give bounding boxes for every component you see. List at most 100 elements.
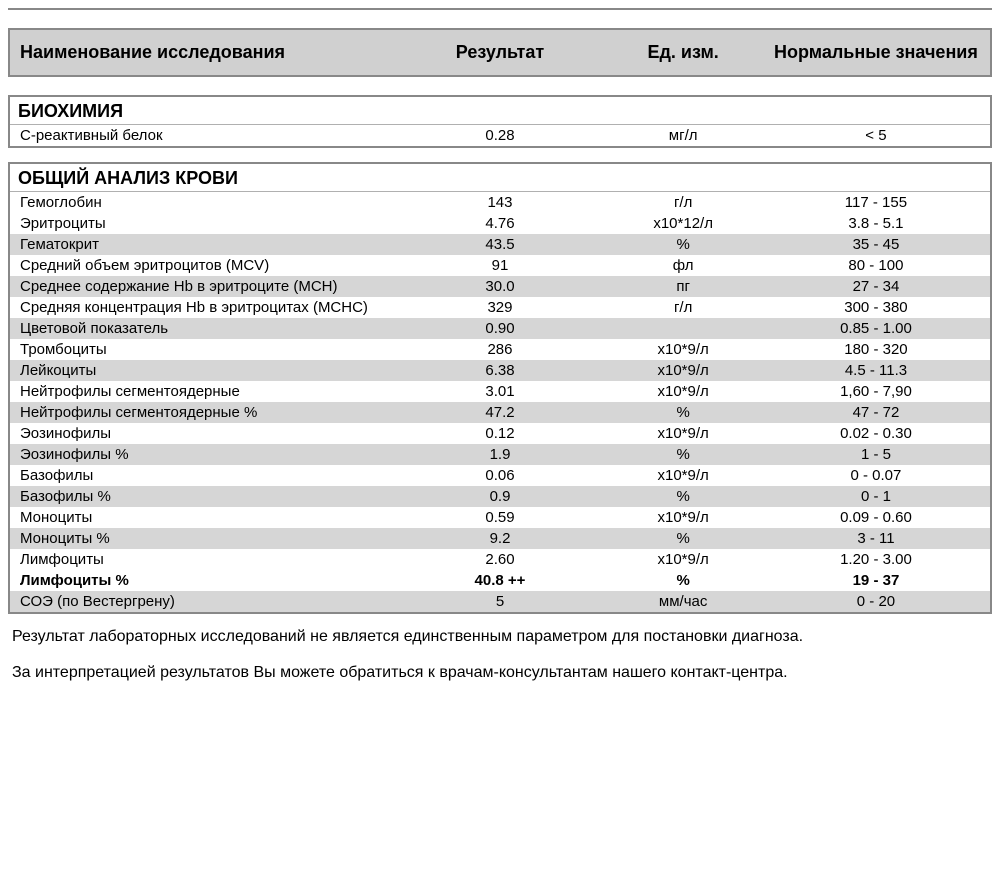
cell-unit: % [596,446,770,463]
cell-unit: г/л [596,299,770,316]
cell-norm: 0 - 20 [770,593,982,610]
cell-result: 3.01 [404,383,597,400]
table-row: Моноциты0.59x10*9/л0.09 - 0.60 [10,507,990,528]
cell-name: Средняя концентрация Hb в эритроцитах (M… [18,299,404,316]
footer-line-1: Результат лабораторных исследований не я… [12,628,992,646]
footer-line-2: За интерпретацией результатов Вы можете … [12,664,992,682]
cell-result: 0.59 [404,509,597,526]
table-header: Наименование исследования Результат Ед. … [8,28,992,77]
cell-result: 43.5 [404,236,597,253]
table-row: Нейтрофилы сегментоядерные3.01x10*9/л1,6… [10,381,990,402]
cell-result: 5 [404,593,597,610]
cell-result: 0.12 [404,425,597,442]
cell-unit: x10*9/л [596,362,770,379]
cell-norm: 4.5 - 11.3 [770,362,982,379]
cell-norm: 1,60 - 7,90 [770,383,982,400]
cell-unit: % [596,236,770,253]
cell-name: С-реактивный белок [18,127,404,144]
cell-norm: 1 - 5 [770,446,982,463]
table-row: Гематокрит43.5%35 - 45 [10,234,990,255]
cell-unit: x10*9/л [596,509,770,526]
cell-norm: 19 - 37 [770,572,982,589]
table-row: Лейкоциты6.38x10*9/л4.5 - 11.3 [10,360,990,381]
cell-unit: x10*9/л [596,467,770,484]
cell-result: 6.38 [404,362,597,379]
cell-norm: 0 - 1 [770,488,982,505]
cell-result: 0.90 [404,320,597,337]
cell-name: Базофилы [18,467,404,484]
cell-name: Гемоглобин [18,194,404,211]
cell-name: Нейтрофилы сегментоядерные [18,383,404,400]
cell-norm: 1.20 - 3.00 [770,551,982,568]
cell-unit: x10*9/л [596,341,770,358]
cell-name: Средний объем эритроцитов (MCV) [18,257,404,274]
cell-result: 286 [404,341,597,358]
cell-name: Тромбоциты [18,341,404,358]
cell-unit: x10*12/л [596,215,770,232]
cell-norm: 3.8 - 5.1 [770,215,982,232]
cell-name: Лимфоциты % [18,572,404,589]
cell-norm: 300 - 380 [770,299,982,316]
cell-result: 47.2 [404,404,597,421]
cell-norm: 27 - 34 [770,278,982,295]
cell-result: 40.8 ++ [404,572,597,589]
cell-unit: % [596,404,770,421]
cell-unit: г/л [596,194,770,211]
cell-name: Цветовой показатель [18,320,404,337]
cell-norm: < 5 [770,127,982,144]
cell-name: Эозинофилы % [18,446,404,463]
cell-name: Среднее содержание Hb в эритроците (MCH) [18,278,404,295]
cell-name: Базофилы % [18,488,404,505]
cell-norm: 80 - 100 [770,257,982,274]
cell-unit [596,320,770,337]
table-row: Цветовой показатель0.900.85 - 1.00 [10,318,990,339]
cell-result: 30.0 [404,278,597,295]
table-row: Моноциты %9.2%3 - 11 [10,528,990,549]
header-name: Наименование исследования [18,42,404,63]
cell-result: 0.06 [404,467,597,484]
table-row: Среднее содержание Hb в эритроците (MCH)… [10,276,990,297]
table-row: СОЭ (по Вестергрену)5мм/час0 - 20 [10,591,990,612]
cell-name: Моноциты [18,509,404,526]
table-row: Тромбоциты286x10*9/л180 - 320 [10,339,990,360]
cell-unit: % [596,530,770,547]
cell-name: Эозинофилы [18,425,404,442]
cell-name: Гематокрит [18,236,404,253]
top-divider [8,8,992,10]
cell-result: 91 [404,257,597,274]
cell-norm: 3 - 11 [770,530,982,547]
section-title: БИОХИМИЯ [10,97,990,125]
cell-unit: x10*9/л [596,551,770,568]
table-row: С-реактивный белок0.28мг/л< 5 [10,125,990,146]
section-title: ОБЩИЙ АНАЛИЗ КРОВИ [10,164,990,192]
table-row: Средний объем эритроцитов (MCV)91фл80 - … [10,255,990,276]
table-row: Нейтрофилы сегментоядерные %47.2%47 - 72 [10,402,990,423]
cell-result: 2.60 [404,551,597,568]
header-result: Результат [404,42,597,63]
table-row: Эритроциты4.76x10*12/л3.8 - 5.1 [10,213,990,234]
cell-unit: % [596,572,770,589]
cell-name: Лейкоциты [18,362,404,379]
table-row: Эозинофилы0.12x10*9/л0.02 - 0.30 [10,423,990,444]
footer-notes: Результат лабораторных исследований не я… [8,628,992,682]
cell-result: 9.2 [404,530,597,547]
cell-name: Эритроциты [18,215,404,232]
table-row: Базофилы0.06x10*9/л0 - 0.07 [10,465,990,486]
cell-norm: 35 - 45 [770,236,982,253]
cell-unit: x10*9/л [596,383,770,400]
header-norm: Нормальные значения [770,42,982,63]
table-row: Лимфоциты2.60x10*9/л1.20 - 3.00 [10,549,990,570]
cell-norm: 47 - 72 [770,404,982,421]
table-row: Базофилы %0.9%0 - 1 [10,486,990,507]
cell-unit: пг [596,278,770,295]
section: ОБЩИЙ АНАЛИЗ КРОВИГемоглобин143г/л117 - … [8,162,992,614]
cell-unit: % [596,488,770,505]
table-row: Средняя концентрация Hb в эритроцитах (M… [10,297,990,318]
cell-unit: фл [596,257,770,274]
cell-result: 143 [404,194,597,211]
cell-norm: 0 - 0.07 [770,467,982,484]
cell-result: 4.76 [404,215,597,232]
table-row: Гемоглобин143г/л117 - 155 [10,192,990,213]
cell-unit: мм/час [596,593,770,610]
header-unit: Ед. изм. [596,42,770,63]
